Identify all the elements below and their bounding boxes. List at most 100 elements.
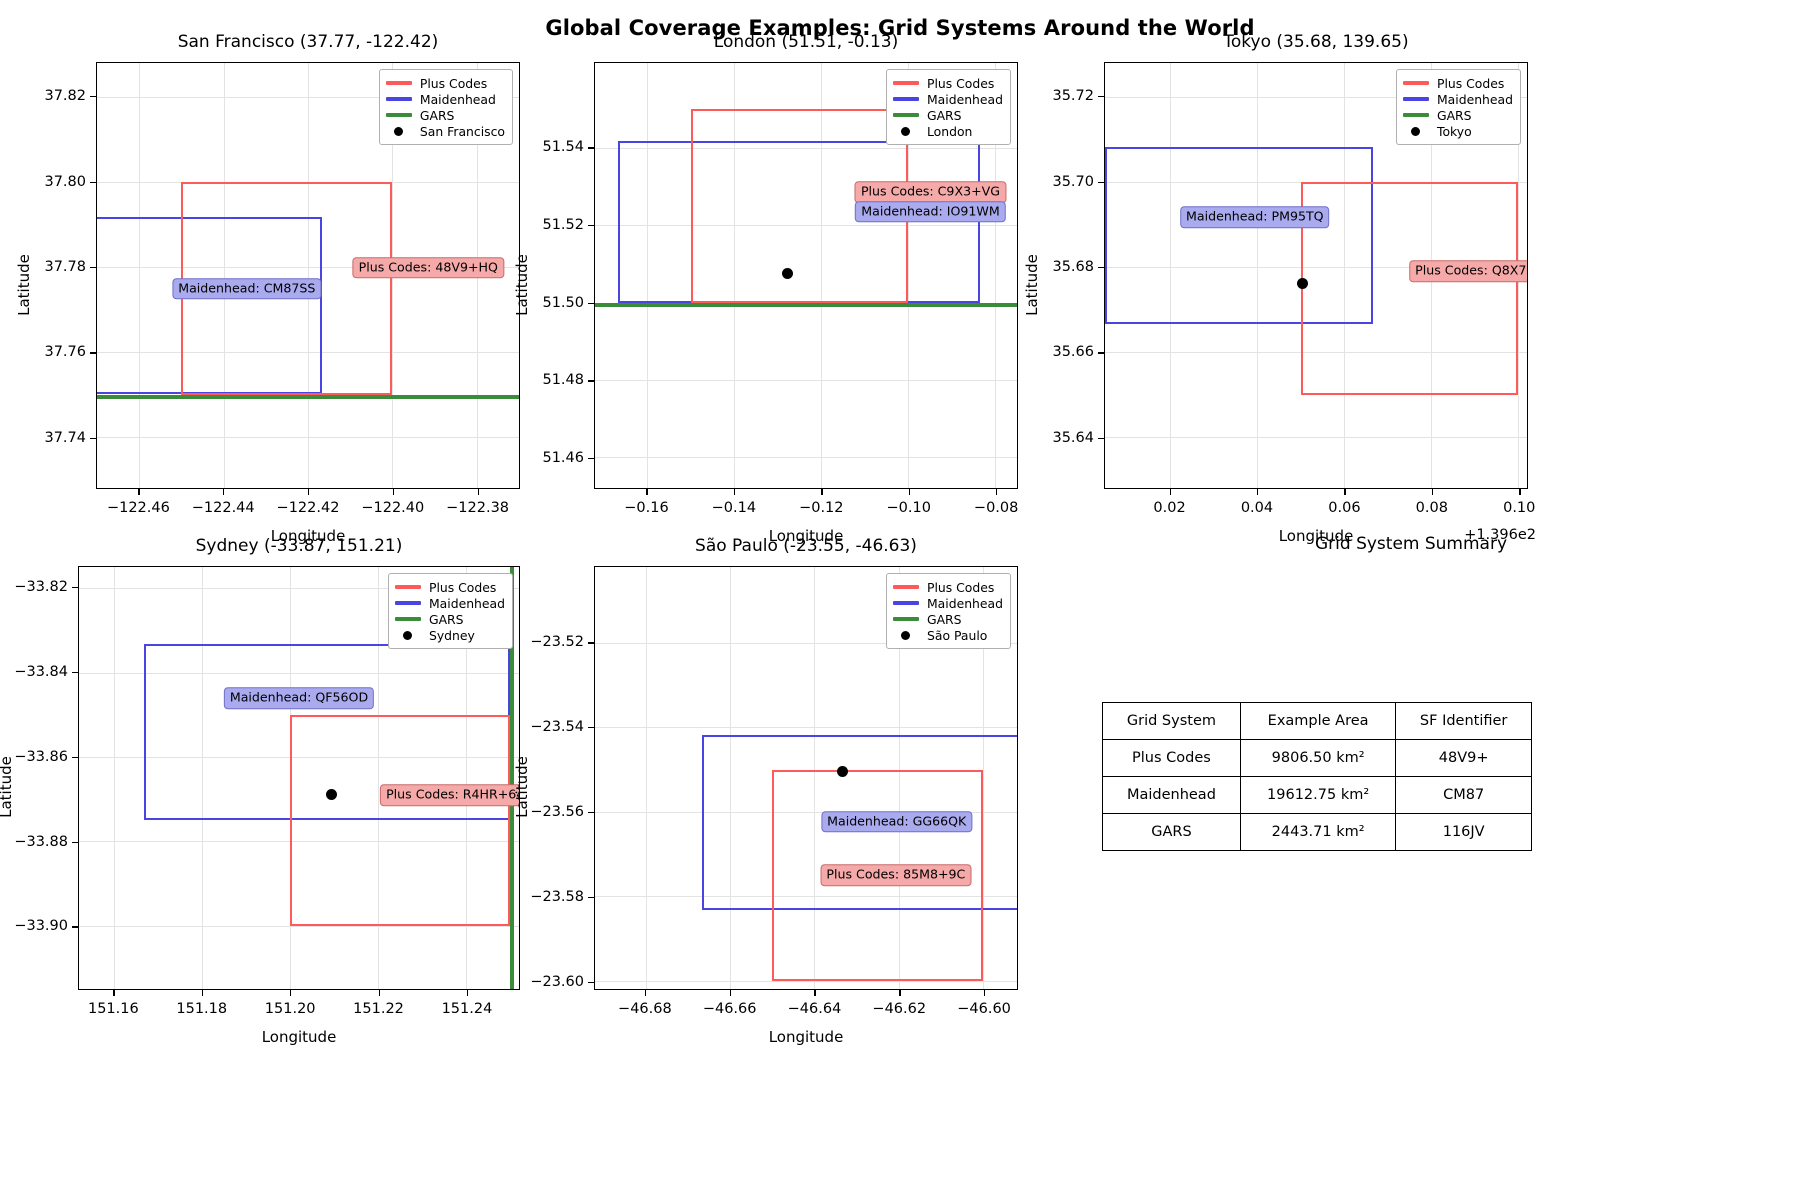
x-axis-label: Longitude xyxy=(261,1028,337,1046)
plus-codes-annotation: Plus Codes: C9X3+VG xyxy=(854,181,1007,203)
y-tick-label: 51.46 xyxy=(542,449,584,466)
y-tick xyxy=(588,981,594,983)
y-tick xyxy=(72,841,78,843)
legend-item-maidenhead: Maidenhead xyxy=(385,91,505,107)
legend-line-swatch xyxy=(385,113,412,117)
x-tick xyxy=(392,489,395,495)
axes-london: Plus Codes: C9X3+VG Maidenhead: IO91WM Plu… xyxy=(594,62,1018,489)
legend-marker-wrap xyxy=(386,126,412,136)
legend-item-gars: GARS xyxy=(394,611,505,627)
legend-label: Plus Codes xyxy=(428,579,497,595)
x-tick-label: −0.10 xyxy=(886,500,931,516)
legend-line-swatch xyxy=(394,585,421,589)
y-tick xyxy=(588,457,594,460)
y-tick-label: 51.54 xyxy=(542,139,584,156)
x-tick-label: 151.18 xyxy=(176,1001,228,1017)
subplot-title-tokyo: Tokyo (35.68, 139.65) xyxy=(1223,32,1409,52)
table-row: Plus Codes 9806.50 km² 48V9+ xyxy=(1102,739,1532,777)
y-tick xyxy=(1098,96,1104,98)
gridline-vertical xyxy=(814,567,816,989)
x-tick xyxy=(466,990,469,996)
gridline-vertical xyxy=(734,63,736,488)
y-tick xyxy=(588,225,594,227)
legend-label: Plus Codes xyxy=(926,75,995,91)
legend-item-city: London xyxy=(893,123,1003,139)
y-tick-label: 35.68 xyxy=(1052,258,1094,275)
legend-item-city: Tokyo xyxy=(1403,123,1513,139)
gridline-horizontal xyxy=(595,896,1017,898)
gridline-vertical xyxy=(1344,63,1346,488)
x-tick xyxy=(984,990,986,996)
y-tick-label: −33.82 xyxy=(14,579,68,596)
legend-item-city: Sydney xyxy=(395,627,505,643)
legend-item-plus-codes: Plus Codes xyxy=(1402,75,1513,91)
legend-item-maidenhead: Maidenhead xyxy=(394,595,505,611)
x-tick-label: −0.08 xyxy=(973,500,1019,516)
city-dot-icon xyxy=(901,630,911,640)
table-row: GARS 2443.71 km² 116JV xyxy=(1102,813,1532,851)
y-tick xyxy=(90,352,96,354)
maidenhead-box xyxy=(1105,146,1374,324)
y-axis-label: Latitude xyxy=(513,756,531,818)
legend-label: London xyxy=(926,123,973,139)
x-axis-label: Longitude xyxy=(768,1028,844,1046)
legend-line-swatch xyxy=(1402,81,1429,85)
gars-box xyxy=(595,989,1017,990)
x-tick-label: −122.46 xyxy=(106,500,170,516)
y-tick-label: −33.90 xyxy=(14,918,68,935)
x-tick-label: −46.64 xyxy=(787,1001,842,1017)
gars-box xyxy=(97,394,519,399)
y-tick xyxy=(588,147,594,149)
x-tick-label: 151.20 xyxy=(264,1001,316,1017)
table-cell: 2443.71 km² xyxy=(1239,813,1397,851)
x-tick xyxy=(308,489,310,495)
y-tick xyxy=(90,96,96,98)
y-tick-label: 35.70 xyxy=(1052,173,1094,190)
legend-marker-wrap xyxy=(893,126,919,136)
y-tick-label: −33.88 xyxy=(14,833,68,850)
x-tick xyxy=(646,489,648,495)
gridline-horizontal xyxy=(595,727,1017,729)
table-header-cell: SF Identifier xyxy=(1395,702,1532,740)
gridline-vertical xyxy=(223,63,225,488)
y-tick xyxy=(72,756,78,759)
legend-line-swatch xyxy=(385,81,412,85)
y-tick-label: −23.58 xyxy=(530,888,584,905)
x-tick-label: 151.22 xyxy=(353,1001,404,1017)
maidenhead-annotation: Maidenhead: GG66QK xyxy=(821,811,973,833)
maidenhead-annotation: Maidenhead: PM95TQ xyxy=(1180,206,1330,228)
x-tick-label: −122.44 xyxy=(191,500,255,516)
y-tick-label: −23.54 xyxy=(530,719,584,736)
legend-tokyo: Plus Codes Maidenhead GARS Tokyo xyxy=(1395,69,1521,145)
gridline-vertical xyxy=(202,567,204,989)
y-tick xyxy=(588,642,594,644)
x-tick-label: −122.38 xyxy=(446,500,510,516)
y-tick xyxy=(72,672,78,674)
legend-item-plus-codes: Plus Codes xyxy=(892,75,1003,91)
gridline-horizontal xyxy=(79,841,519,843)
gridline-vertical xyxy=(730,567,732,989)
gridline-vertical xyxy=(995,63,997,488)
gridline-vertical xyxy=(983,567,985,989)
x-tick xyxy=(899,990,901,996)
table-cell: GARS xyxy=(1102,813,1241,851)
legend-marker-wrap xyxy=(893,630,919,640)
y-tick-label: 37.78 xyxy=(44,258,86,275)
x-tick xyxy=(1344,489,1346,495)
city-marker xyxy=(1296,277,1308,289)
plus-codes-box xyxy=(1300,182,1519,395)
gridline-vertical xyxy=(645,567,647,989)
y-tick-label: 37.80 xyxy=(44,173,86,190)
x-tick xyxy=(814,990,816,996)
x-tick xyxy=(138,489,140,495)
gridline-horizontal xyxy=(79,756,519,758)
plus-codes-annotation: Plus Codes: 48V9+HQ xyxy=(352,257,504,279)
subplot-sydney: Sydney (-33.87, 151.21) Plus Codes: R4HR+… xyxy=(0,536,520,1046)
legend-item-gars: GARS xyxy=(385,107,505,123)
table-row: Maidenhead 19612.75 km² CM87 xyxy=(1102,776,1532,814)
x-axis-label: Longitude xyxy=(1278,527,1354,545)
table-cell: 116JV xyxy=(1395,813,1532,851)
legend-label: GARS xyxy=(1436,107,1472,123)
y-tick-label: −33.86 xyxy=(14,748,68,765)
gridline-vertical xyxy=(308,63,309,488)
